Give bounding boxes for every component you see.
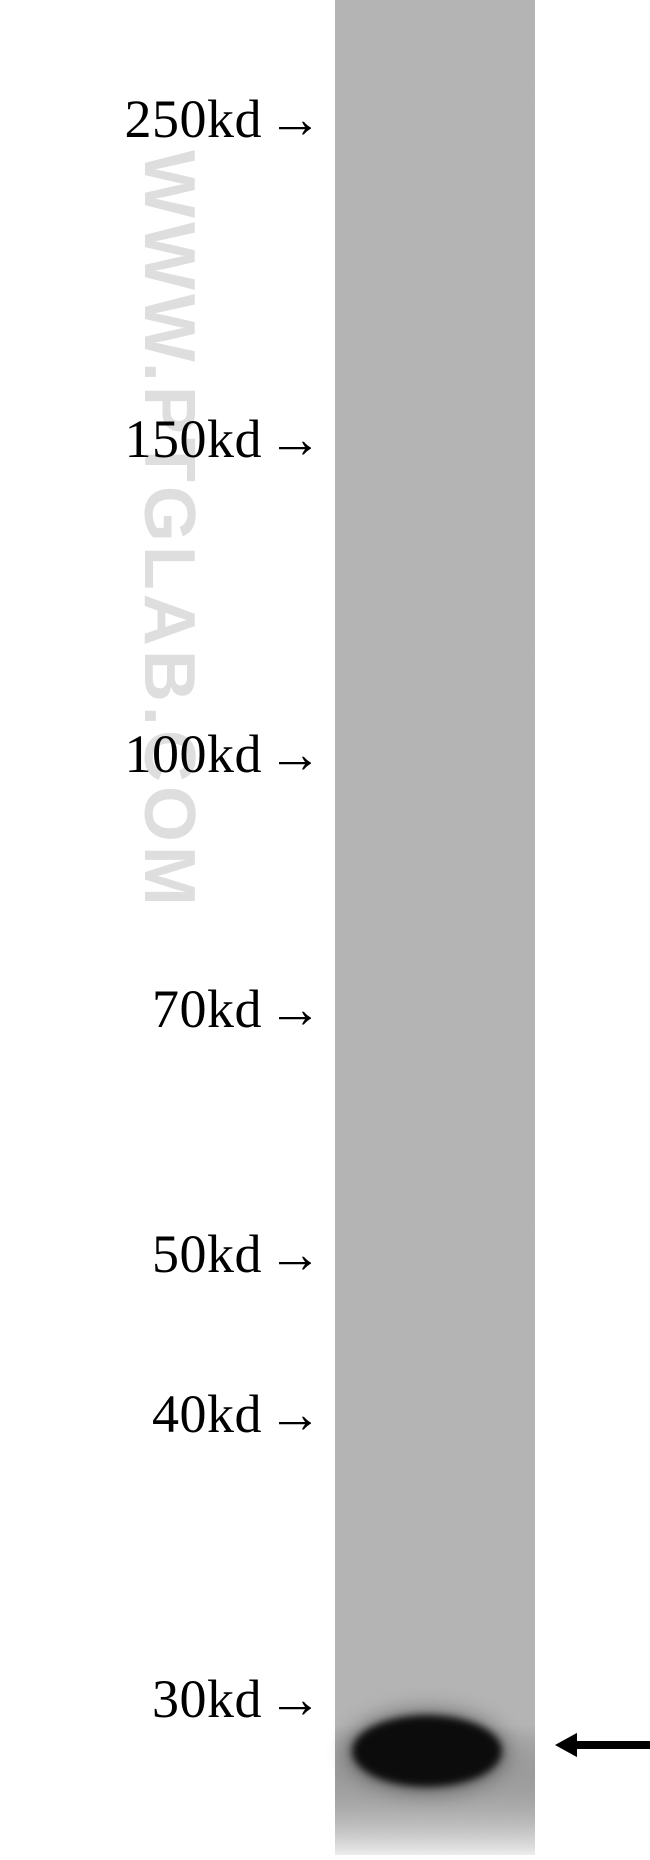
mw-marker-label: 150kd [125, 408, 263, 470]
arrow-right-icon: → [268, 978, 322, 1040]
arrow-right-icon: → [268, 1668, 322, 1730]
arrow-right-icon: → [268, 723, 322, 785]
watermark-text: WWW.PTGLAB.COM [128, 150, 210, 910]
mw-marker-label: 250kd [125, 88, 263, 150]
mw-marker: 100kd→ [125, 723, 323, 785]
mw-marker: 250kd→ [125, 88, 323, 150]
mw-marker-label: 100kd [125, 723, 263, 785]
mw-marker: 70kd→ [152, 978, 322, 1040]
band-indicator-arrow [555, 1723, 650, 1767]
protein-band [352, 1715, 502, 1787]
mw-marker-label: 50kd [152, 1223, 262, 1285]
lane-texture [335, 0, 535, 1855]
arrow-right-icon: → [268, 1383, 322, 1445]
arrow-right-icon: → [268, 408, 322, 470]
mw-marker-label: 70kd [152, 978, 262, 1040]
mw-marker: 150kd→ [125, 408, 323, 470]
mw-marker: 30kd→ [152, 1668, 322, 1730]
arrow-right-icon: → [268, 88, 322, 150]
mw-marker: 40kd→ [152, 1383, 322, 1445]
arrow-left-icon [555, 1723, 650, 1767]
gel-lane [335, 0, 535, 1855]
mw-marker: 50kd→ [152, 1223, 322, 1285]
arrow-right-icon: → [268, 1223, 322, 1285]
mw-marker-label: 30kd [152, 1668, 262, 1730]
blot-canvas: WWW.PTGLAB.COM 250kd→150kd→100kd→70kd→50… [0, 0, 650, 1855]
mw-marker-label: 40kd [152, 1383, 262, 1445]
